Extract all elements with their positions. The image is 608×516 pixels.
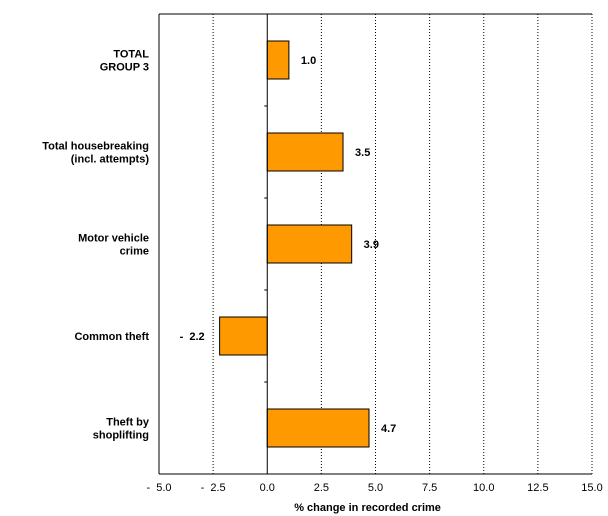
category-label: Motor vehicle crime xyxy=(78,233,149,258)
category-labels: TOTAL GROUP 3 Total housebreaking (incl. at… xyxy=(42,49,150,442)
bar xyxy=(266,40,290,80)
data-label: 1.0 xyxy=(301,55,316,67)
data-label: 4.7 xyxy=(381,423,396,435)
bar xyxy=(266,224,353,264)
x-tick-label: 2.5 xyxy=(314,482,329,494)
bar xyxy=(266,132,344,172)
x-tick-label: - 2.5 xyxy=(201,482,226,494)
x-axis-title: % change in recorded crime xyxy=(294,502,441,514)
x-tick-label: 0.0 xyxy=(260,482,275,494)
category-label: Common theft xyxy=(74,331,149,343)
data-label: 3.9 xyxy=(364,239,379,251)
x-tick-label: - 5.0 xyxy=(146,482,171,494)
data-labels: 1.0 3.5 3.9 - 2.2 4.7 xyxy=(180,55,397,435)
x-tick-label: 7.5 xyxy=(422,482,437,494)
data-label: 3.5 xyxy=(355,147,370,159)
data-label: - 2.2 xyxy=(180,331,205,343)
x-tick-labels: - 5.0 - 2.5 0.0 2.5 5.0 7.5 10.0 12.5 15.0 xyxy=(146,482,602,494)
x-tick-label: 10.0 xyxy=(473,482,494,494)
bars xyxy=(219,40,370,448)
category-label: Total housebreaking (incl. attempts) xyxy=(42,141,149,166)
bar xyxy=(219,316,268,356)
x-tick-label: 5.0 xyxy=(368,482,383,494)
x-tick-label: 15.0 xyxy=(581,482,602,494)
axes xyxy=(158,13,592,475)
x-tick-label: 12.5 xyxy=(527,482,548,494)
category-label: TOTAL GROUP 3 xyxy=(100,49,150,74)
bar xyxy=(266,408,370,448)
category-label: Theft by shoplifting xyxy=(93,417,150,442)
